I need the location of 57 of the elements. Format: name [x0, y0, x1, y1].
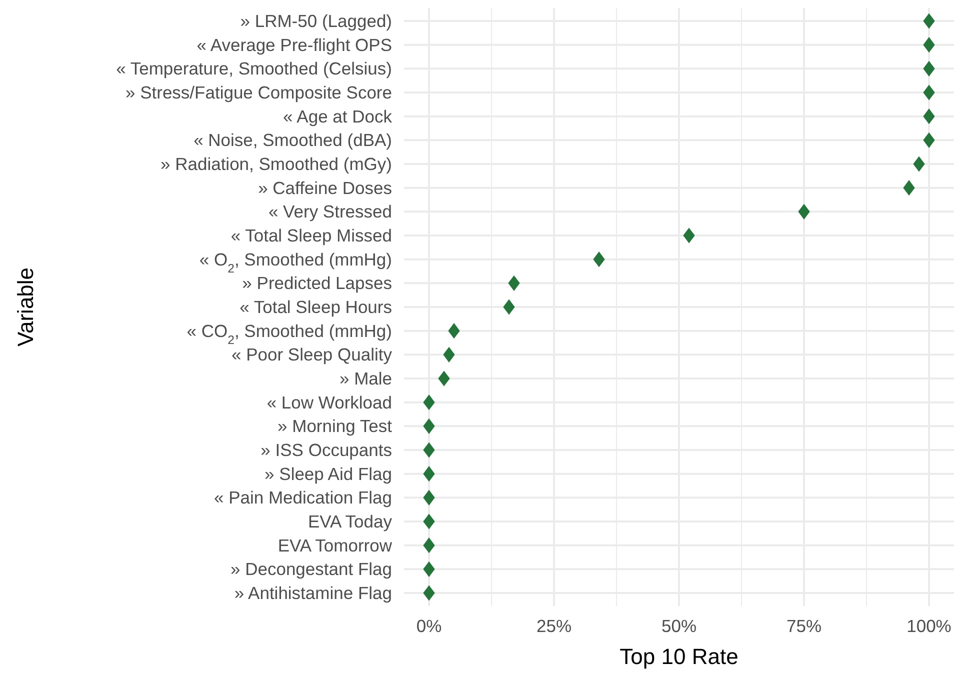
y-tick-label: « Temperature, Smoothed (Celsius) [116, 58, 392, 79]
point [443, 346, 455, 362]
y-tick-label: « Low Workload [266, 392, 392, 412]
point [913, 156, 925, 172]
y-tick-label: EVA Tomorrow [278, 535, 392, 556]
y-tick-label: « Total Sleep Missed [230, 226, 392, 246]
y-tick-label: » Male [339, 368, 392, 388]
y-tick-label: » Radiation, Smoothed (mGy) [160, 154, 392, 174]
point [423, 538, 435, 554]
point [923, 108, 935, 124]
point [923, 37, 935, 53]
point [423, 585, 435, 601]
point [423, 490, 435, 506]
y-tick-label: « Poor Sleep Quality [231, 344, 392, 365]
point [923, 13, 935, 29]
x-axis-title: Top 10 Rate [620, 644, 738, 669]
point [423, 466, 435, 482]
y-axis-title: Variable [13, 267, 38, 347]
point [448, 323, 460, 339]
y-tick-label: » LRM-50 (Lagged) [240, 11, 392, 31]
point [923, 132, 935, 148]
point [923, 84, 935, 100]
x-tick-label: 0% [416, 616, 442, 636]
point [508, 275, 520, 291]
point [423, 561, 435, 577]
y-tick-label: « CO$_{2}$, Smoothed (mmHg) [186, 320, 392, 347]
x-tick-label: 25% [536, 616, 572, 636]
point [423, 514, 435, 530]
y-tick-label: EVA Today [308, 512, 392, 532]
point [438, 370, 450, 386]
point [923, 60, 935, 76]
y-tick-label: « Noise, Smoothed (dBA) [194, 130, 392, 150]
y-tick-label: « Age at Dock [283, 106, 392, 126]
y-tick-label: « Average Pre-flight OPS [196, 34, 392, 55]
y-tick-label: » Antihistamine Flag [234, 583, 392, 603]
y-tick-label: » Stress/Fatigue Composite Score [125, 82, 392, 102]
point [903, 180, 915, 196]
point [423, 442, 435, 458]
point [423, 418, 435, 434]
point [683, 228, 695, 244]
y-tick-label: « Very Stressed [268, 202, 392, 222]
x-tick-label: 50% [661, 616, 697, 636]
y-tick-label: « Total Sleep Hours [240, 297, 392, 317]
point [423, 394, 435, 410]
y-tick-label: » Sleep Aid Flag [264, 464, 392, 484]
point [798, 204, 810, 220]
y-tick-label: « Pain Medication Flag [214, 488, 392, 508]
point [503, 299, 515, 315]
y-tick-label: » Morning Test [278, 416, 392, 436]
y-tick-label: » Predicted Lapses [242, 273, 392, 294]
y-tick-label: « O$_{2}$, Smoothed (mmHg) [199, 249, 392, 276]
y-tick-label: » Decongestant Flag [230, 559, 392, 580]
x-tick-label: 100% [906, 616, 952, 636]
y-tick-label: » Caffeine Doses [258, 178, 392, 198]
y-tick-label: » ISS Occupants [260, 440, 392, 460]
x-tick-label: 75% [786, 616, 822, 636]
point [593, 252, 605, 268]
